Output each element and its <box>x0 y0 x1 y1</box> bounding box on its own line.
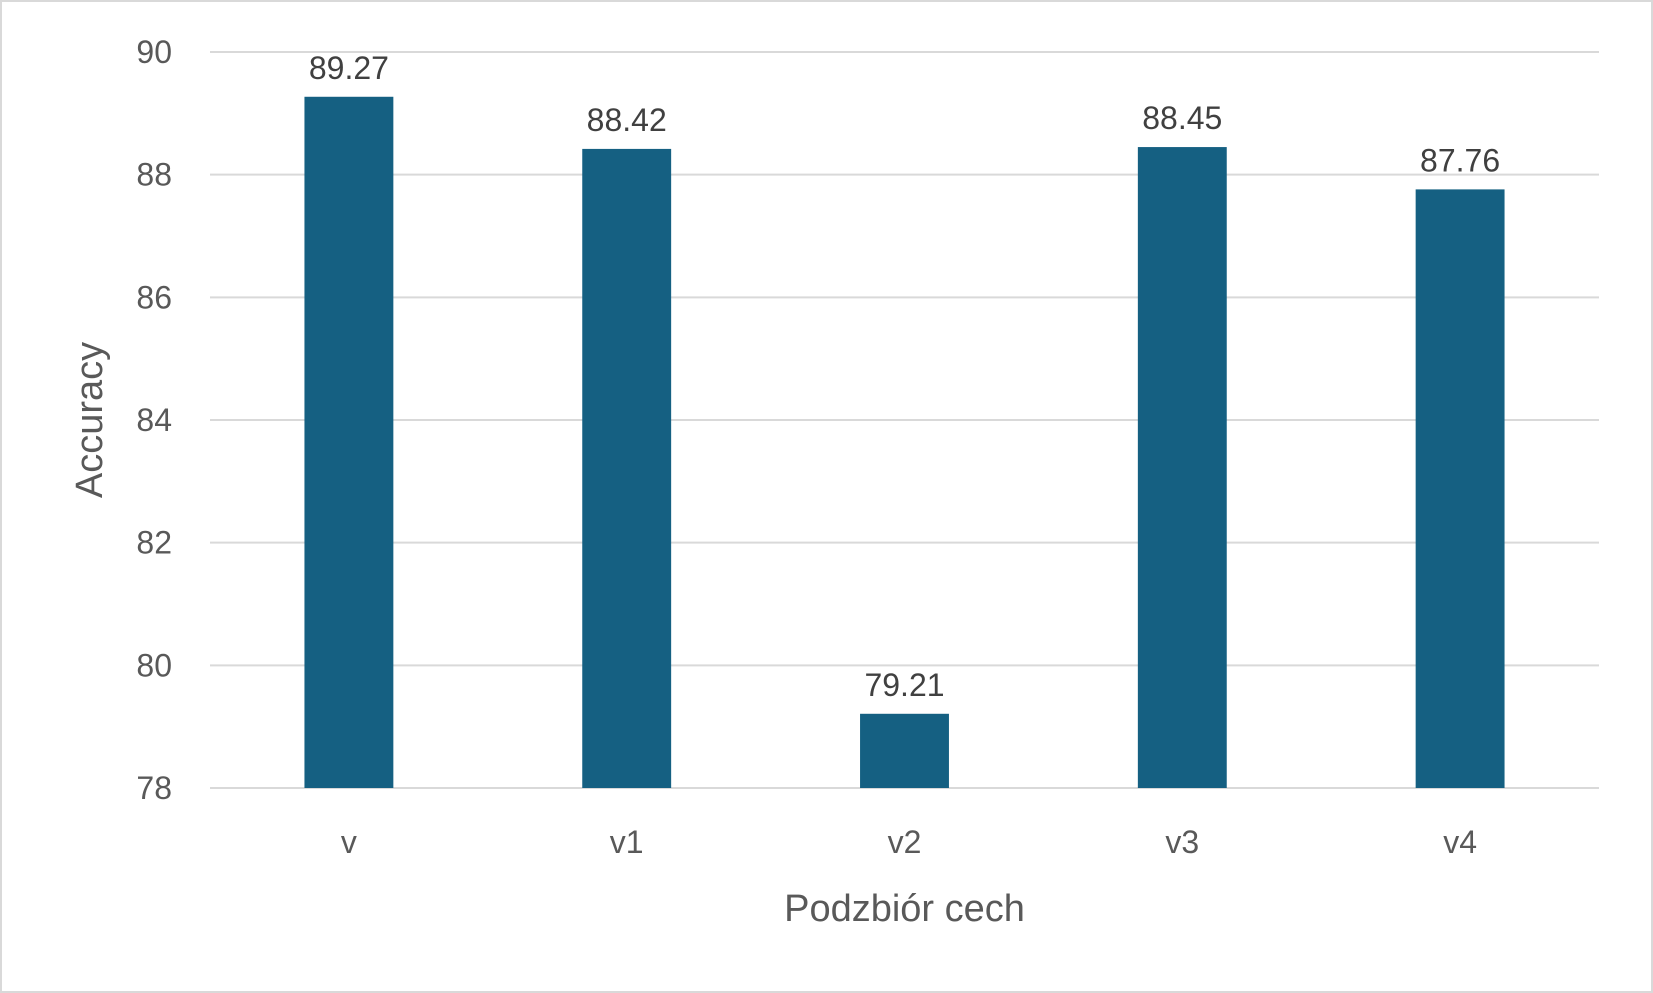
x-axis-ticks: v v1 v2 v3 v4 <box>341 824 1477 860</box>
bar <box>582 148 672 788</box>
x-tick-label: v3 <box>1165 824 1199 860</box>
y-tick-label: 84 <box>136 402 172 438</box>
bar <box>860 713 949 788</box>
y-tick-label: 88 <box>136 157 172 193</box>
x-axis-title: Podzbiór cech <box>784 888 1025 930</box>
y-tick-label: 90 <box>136 34 172 70</box>
bar <box>1137 147 1227 789</box>
bars <box>304 96 1505 789</box>
y-tick-label: 86 <box>136 279 172 315</box>
data-label: 79.21 <box>864 667 944 703</box>
data-label: 89.27 <box>309 50 389 86</box>
data-label: 88.42 <box>587 102 667 138</box>
y-tick-label: 80 <box>136 647 172 683</box>
y-tick-label: 78 <box>136 770 172 806</box>
x-tick-label: v4 <box>1443 824 1477 860</box>
data-label: 88.45 <box>1142 100 1222 136</box>
x-tick-label: v <box>341 824 357 860</box>
x-tick-label: v1 <box>610 824 644 860</box>
bar <box>1415 189 1505 789</box>
bar <box>304 96 394 789</box>
data-labels: 89.27 88.42 79.21 88.45 87.76 <box>309 50 1500 703</box>
x-tick-label: v2 <box>888 824 922 860</box>
gridlines <box>210 51 1599 789</box>
y-axis-title: Accuracy <box>69 342 111 498</box>
y-axis-ticks: 78 80 82 84 86 88 90 <box>136 34 172 806</box>
data-label: 87.76 <box>1420 142 1500 178</box>
y-tick-label: 82 <box>136 525 172 561</box>
